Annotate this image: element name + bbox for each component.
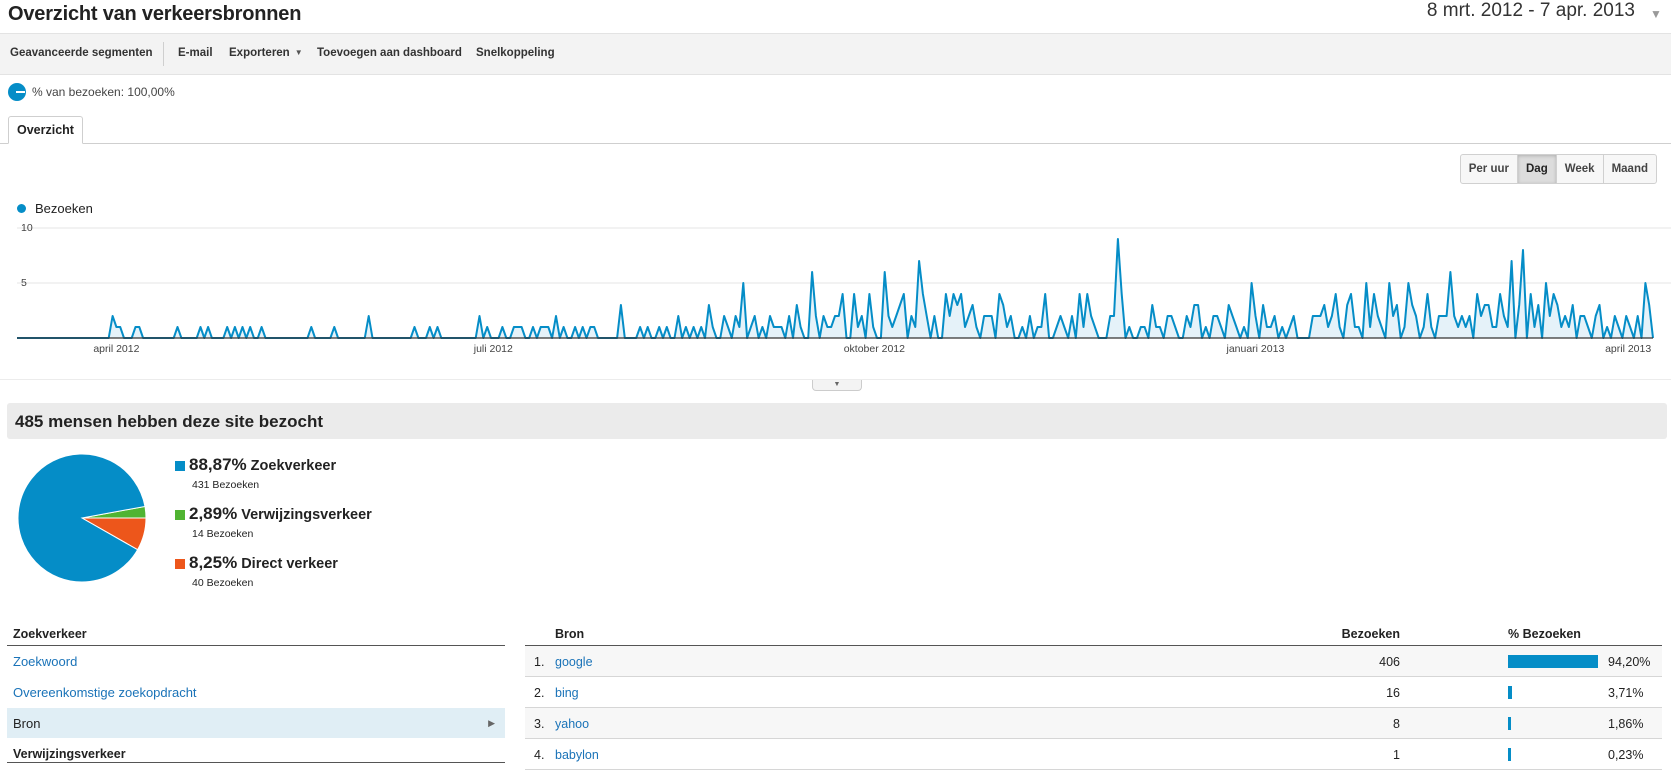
table-row[interactable]: 4. babylon 1 0,23% <box>525 739 1662 770</box>
row-pct: 1,86% <box>1608 717 1644 731</box>
col-source-header[interactable]: Bron <box>555 627 585 641</box>
segment-row[interactable]: % van bezoeken: 100,00% <box>8 82 175 102</box>
left-dimension-table: Zoekverkeer Zoekwoord Overeenkomstige zo… <box>7 624 505 763</box>
y-tick-label: 10 <box>21 222 33 234</box>
direct-pct: 8,25% <box>189 553 238 572</box>
toolbar: Geavanceerde segmenten E-mail Exporteren… <box>0 33 1671 75</box>
chart-expander[interactable]: ▼ <box>812 380 862 391</box>
search-swatch <box>175 461 185 471</box>
table-row[interactable]: 2. bing 16 3,71% <box>525 677 1662 708</box>
granularity-month-button[interactable]: Maand <box>1602 155 1656 183</box>
export-label: Exporteren <box>229 47 290 59</box>
x-tick-label: juli 2012 <box>473 343 513 355</box>
granularity-hourly-button[interactable]: Per uur <box>1468 163 1509 175</box>
granularity-toggle: Per uur Dag Week Maand <box>1459 154 1657 184</box>
row-pct-bar <box>1508 717 1511 730</box>
row-pct-bar <box>1508 686 1512 699</box>
search-pct: 88,87% <box>189 455 247 474</box>
row-source-link[interactable]: bing <box>555 686 579 700</box>
export-caret-icon: ▼ <box>294 48 303 57</box>
visits-line-chart[interactable]: 10 5 april 2012 juli 2012 oktober 2012 januar… <box>0 210 1671 380</box>
dimension-keyword[interactable]: Zoekwoord <box>7 646 505 677</box>
search-name: Zoekverkeer <box>250 458 337 474</box>
row-pct: 94,20% <box>1608 655 1651 669</box>
email-button[interactable]: E-mail <box>178 47 213 59</box>
summary-title: 485 mensen hebben deze site bezocht <box>15 412 323 431</box>
y-tick-label: 5 <box>21 277 27 289</box>
referral-visits: 14 Bezoeken <box>192 528 254 540</box>
advanced-segments-button[interactable]: Geavanceerde segmenten <box>10 47 153 59</box>
dimension-matched-query-link[interactable]: Overeenkomstige zoekopdracht <box>13 685 197 700</box>
traffic-pie-chart[interactable] <box>17 453 147 583</box>
referral-swatch <box>175 510 185 520</box>
left-table-header: Zoekverkeer <box>7 624 505 646</box>
referral-name: Verwijzingsverkeer <box>241 507 372 523</box>
row-pct: 3,71% <box>1608 686 1644 700</box>
export-button[interactable]: Exporteren ▼ <box>229 47 303 59</box>
segment-pie-icon <box>8 83 26 101</box>
direct-visits: 40 Bezoeken <box>192 577 254 589</box>
referral-pct: 2,89% <box>189 504 238 523</box>
source-table-body: 1. google 406 94,20% 2. bing 16 3,71% 3.… <box>525 646 1662 770</box>
direct-swatch <box>175 559 185 569</box>
table-row[interactable]: 3. yahoo 8 1,86% <box>525 708 1662 739</box>
legend-dot-icon <box>17 204 26 213</box>
col-visits-header[interactable]: Bezoeken <box>1341 627 1400 641</box>
left-table-header-referral: Verwijzingsverkeer <box>7 739 505 763</box>
x-tick-label: januari 2013 <box>1225 343 1284 355</box>
page-title: Overzicht van verkeersbronnen <box>8 3 302 25</box>
dimension-keyword-link[interactable]: Zoekwoord <box>13 654 78 669</box>
row-visits: 8 <box>1393 717 1400 731</box>
x-tick-label: april 2012 <box>93 343 139 355</box>
shortcut-button[interactable]: Snelkoppeling <box>476 47 555 59</box>
col-pct-header[interactable]: % Bezoeken <box>1508 627 1581 641</box>
row-index: 2. <box>534 686 545 700</box>
chart-legend[interactable]: Bezoeken <box>17 201 93 216</box>
row-pct-bar <box>1508 655 1598 668</box>
chevron-right-icon: ▶ <box>488 718 495 728</box>
row-index: 4. <box>534 748 545 762</box>
row-visits: 406 <box>1379 655 1400 669</box>
legend-series-name: Bezoeken <box>35 201 93 216</box>
granularity-week-button[interactable]: Week <box>1555 155 1603 183</box>
source-table-header: Bron Bezoeken % Bezoeken <box>525 624 1662 646</box>
summary-bar: 485 mensen hebben deze site bezocht <box>7 403 1667 439</box>
granularity-day-button[interactable]: Dag <box>1517 155 1556 183</box>
segment-label: % van bezoeken: 100,00% <box>32 85 175 99</box>
tab-overzicht[interactable]: Overzicht <box>8 116 83 144</box>
date-range-chevron-icon[interactable]: ▼ <box>1650 7 1662 21</box>
row-index: 1. <box>534 655 545 669</box>
dimension-source-label: Bron <box>13 716 41 731</box>
table-row[interactable]: 1. google 406 94,20% <box>525 646 1662 677</box>
pie-slice-search[interactable] <box>17 453 146 583</box>
toolbar-separator <box>163 42 164 66</box>
tab-bar-line <box>0 143 1671 144</box>
row-visits: 16 <box>1386 686 1400 700</box>
row-pct: 0,23% <box>1608 748 1644 762</box>
x-tick-label: april 2013 <box>1605 343 1651 355</box>
row-visits: 1 <box>1393 748 1400 762</box>
direct-name: Direct verkeer <box>241 556 338 572</box>
add-to-dashboard-button[interactable]: Toevoegen aan dashboard <box>317 47 462 59</box>
row-pct-bar <box>1508 748 1511 761</box>
date-range-picker[interactable]: 8 mrt. 2012 - 7 apr. 2013 <box>1426 0 1635 21</box>
row-index: 3. <box>534 717 545 731</box>
dimension-matched-query[interactable]: Overeenkomstige zoekopdracht <box>7 677 505 708</box>
x-tick-label: oktober 2012 <box>844 343 905 355</box>
search-visits: 431 Bezoeken <box>192 479 260 491</box>
row-source-link[interactable]: yahoo <box>555 717 590 731</box>
row-source-link[interactable]: babylon <box>555 748 599 762</box>
row-source-link[interactable]: google <box>555 655 593 669</box>
dimension-source[interactable]: Bron ▶ <box>7 708 505 739</box>
source-table: Bron Bezoeken % Bezoeken 1. google 406 9… <box>525 624 1662 770</box>
